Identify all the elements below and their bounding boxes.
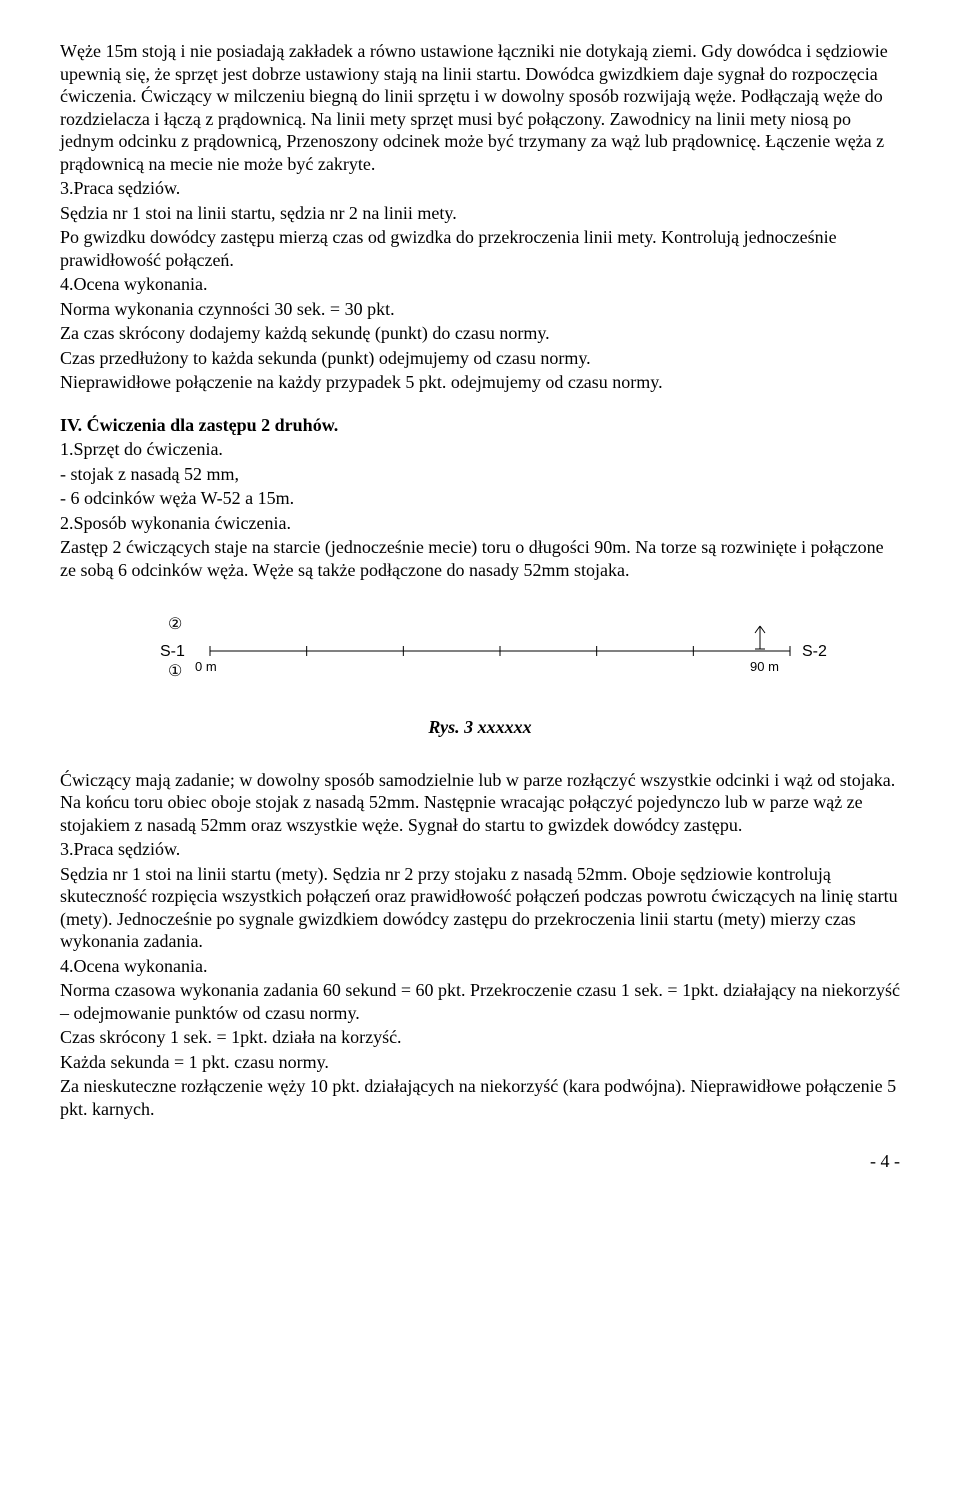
paragraph-7: Za czas skrócony dodajemy każdą sekundę …: [60, 322, 900, 345]
paragraph-17: Sędzia nr 1 stoi na linii startu (mety).…: [60, 863, 900, 953]
paragraph-11: - stojak z nasadą 52 mm,: [60, 463, 900, 486]
paragraph-13: 2.Sposób wykonania ćwiczenia.: [60, 512, 900, 535]
paragraph-8: Czas przedłużony to każda sekunda (punkt…: [60, 347, 900, 370]
paragraph-12: - 6 odcinków węża W-52 a 15m.: [60, 487, 900, 510]
page-number: - 4 -: [60, 1150, 900, 1173]
svg-text:①: ①: [168, 663, 182, 680]
figure-3: ② S-1 ① 0 m S-2 90 m Rys. 3 xxxxxx: [60, 611, 900, 739]
paragraph-3: Sędzia nr 1 stoi na linii startu, sędzia…: [60, 202, 900, 225]
paragraph-6: Norma wykonania czynności 30 sek. = 30 p…: [60, 298, 900, 321]
paragraph-14: Zastęp 2 ćwiczących staje na starcie (je…: [60, 536, 900, 581]
paragraph-15: Ćwiczący mają zadanie; w dowolny sposób …: [60, 769, 900, 837]
paragraph-4: Po gwizdku dowódcy zastępu mierzą czas o…: [60, 226, 900, 271]
paragraph-16: 3.Praca sędziów.: [60, 838, 900, 861]
figure-caption: Rys. 3 xxxxxx: [60, 716, 900, 739]
svg-text:0 m: 0 m: [195, 659, 217, 674]
paragraph-21: Każda sekunda = 1 pkt. czasu normy.: [60, 1051, 900, 1074]
paragraph-22: Za nieskuteczne rozłączenie węży 10 pkt.…: [60, 1075, 900, 1120]
figure-svg: ② S-1 ① 0 m S-2 90 m: [100, 611, 860, 691]
svg-text:S-1: S-1: [160, 643, 185, 660]
paragraph-2: 3.Praca sędziów.: [60, 177, 900, 200]
paragraph-10: 1.Sprzęt do ćwiczenia.: [60, 438, 900, 461]
paragraph-18: 4.Ocena wykonania.: [60, 955, 900, 978]
svg-text:②: ②: [168, 616, 182, 633]
paragraph-19: Norma czasowa wykonania zadania 60 sekun…: [60, 979, 900, 1024]
paragraph-1: Węże 15m stoją i nie posiadają zakładek …: [60, 40, 900, 175]
svg-text:90 m: 90 m: [750, 659, 779, 674]
svg-text:S-2: S-2: [802, 643, 827, 660]
heading-iv: IV. Ćwiczenia dla zastępu 2 druhów.: [60, 414, 900, 437]
paragraph-5: 4.Ocena wykonania.: [60, 273, 900, 296]
paragraph-9: Nieprawidłowe połączenie na każdy przypa…: [60, 371, 900, 394]
paragraph-20: Czas skrócony 1 sek. = 1pkt. działa na k…: [60, 1026, 900, 1049]
